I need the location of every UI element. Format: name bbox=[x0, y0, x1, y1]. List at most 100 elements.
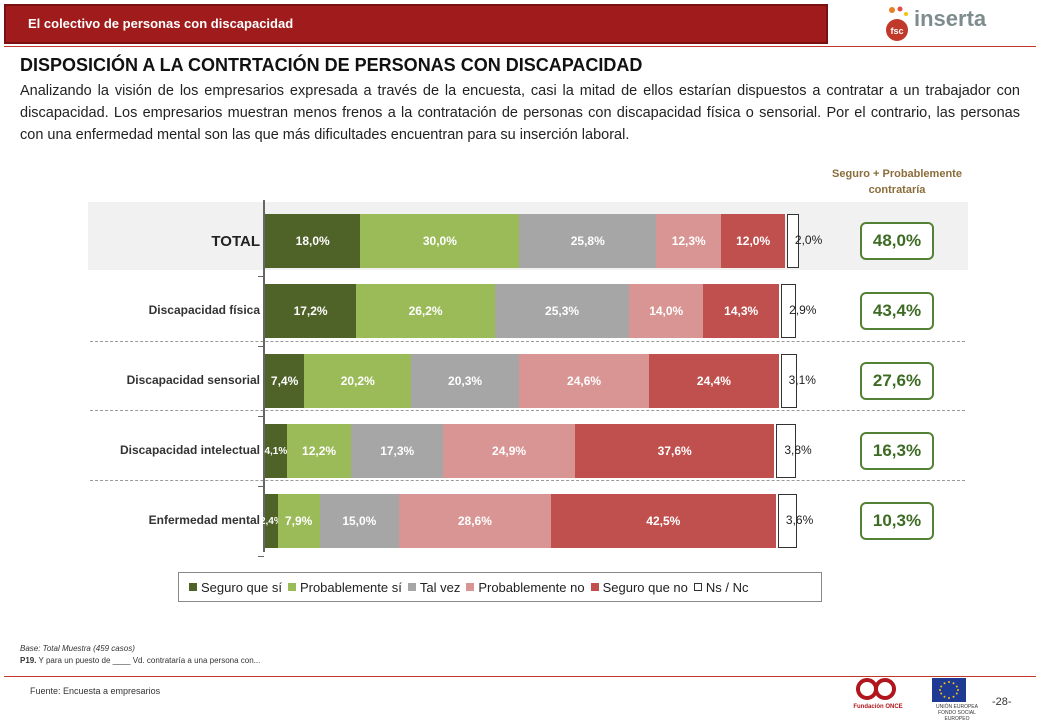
data-label: 25,3% bbox=[545, 304, 580, 318]
legend-swatch bbox=[189, 583, 197, 591]
data-label: 37,6% bbox=[657, 444, 692, 458]
legend-label: Seguro que sí bbox=[201, 579, 282, 595]
data-label: 14,3% bbox=[724, 304, 759, 318]
bar-segment: 7,9% bbox=[277, 494, 320, 548]
inserta-wordmark: inserta bbox=[914, 6, 987, 31]
bar-segment: 14,0% bbox=[629, 284, 704, 338]
once-ring-icon bbox=[874, 678, 896, 700]
ns-nc-label: 2,0% bbox=[794, 233, 823, 247]
section-header-bar: El colectivo de personas con discapacida… bbox=[4, 4, 828, 44]
inserta-logo: fsc inserta bbox=[884, 4, 994, 46]
legend-label: Ns / Nc bbox=[705, 579, 749, 595]
legend-item: Probablemente no bbox=[466, 579, 585, 595]
legend-label: Probablemente sí bbox=[299, 579, 402, 595]
data-label: 20,3% bbox=[448, 374, 483, 388]
category-label: Discapacidad física bbox=[148, 303, 260, 317]
intro-paragraph: Analizando la visión de los empresarios … bbox=[20, 83, 1020, 143]
bar-segment: 15,0% bbox=[319, 494, 400, 548]
data-label: 7,4% bbox=[270, 374, 299, 388]
question-text: Y para un puesto de ____ Vd. contrataría… bbox=[38, 656, 261, 665]
fsc-logo-icon: fsc bbox=[886, 6, 908, 41]
legend-label: Tal vez bbox=[419, 579, 461, 595]
footer-divider bbox=[4, 676, 1036, 677]
data-label: 42,5% bbox=[646, 514, 681, 528]
bar-segment: 24,4% bbox=[649, 354, 779, 408]
summary-header: Seguro + Probablemente contrataría bbox=[832, 168, 962, 196]
data-label: 20,2% bbox=[340, 374, 375, 388]
category-label: TOTAL bbox=[211, 233, 260, 250]
bar-segment: 20,2% bbox=[304, 354, 412, 408]
legend-item: Probablemente sí bbox=[287, 579, 402, 595]
question-number: P19. bbox=[20, 656, 37, 665]
bar-segment: 24,6% bbox=[518, 354, 650, 408]
summary-value-box: 43,4% bbox=[860, 292, 934, 330]
legend-label: Seguro que no bbox=[602, 579, 688, 595]
base-note: Base: Total Muestra (459 casos) bbox=[20, 644, 135, 653]
bar-segment: 17,2% bbox=[265, 284, 357, 338]
data-label: 18,0% bbox=[295, 234, 330, 248]
eu-logo: UNIÓN EUROPEA FONDO SOCIAL EUROPEO bbox=[928, 676, 986, 720]
axis-tick bbox=[258, 346, 264, 347]
bar-segment: 12,3% bbox=[656, 214, 722, 268]
row-separator bbox=[90, 480, 965, 481]
page-title: DISPOSICIÓN A LA CONTRTACIÓN DE PERSONAS… bbox=[20, 55, 643, 75]
ns-nc-segment bbox=[780, 354, 797, 408]
once-logo-text: Fundación ONCE bbox=[853, 704, 903, 710]
data-label: 17,2% bbox=[293, 304, 328, 318]
bar-segment: 12,0% bbox=[721, 214, 785, 268]
question-note: P19. Y para un puesto de ____ Vd. contra… bbox=[20, 656, 260, 665]
eu-flag-icon bbox=[932, 678, 966, 702]
legend-swatch bbox=[693, 583, 702, 591]
bar-segment: 37,6% bbox=[575, 424, 775, 478]
bar-segment: 24,9% bbox=[443, 424, 576, 478]
data-label: 24,4% bbox=[696, 374, 731, 388]
legend-swatch bbox=[590, 583, 599, 591]
ns-nc-label: 3,8% bbox=[784, 443, 812, 457]
legend-item: Tal vez bbox=[407, 579, 461, 595]
legend-label: Probablemente no bbox=[478, 579, 585, 595]
data-label: 30,0% bbox=[422, 234, 457, 248]
bar-segment: 14,3% bbox=[703, 284, 780, 338]
data-label: 12,3% bbox=[671, 234, 706, 248]
legend-item: Seguro que no bbox=[590, 579, 688, 595]
bar-segment: 30,0% bbox=[360, 214, 520, 268]
ns-nc-segment bbox=[776, 424, 797, 478]
data-label: 4,1% bbox=[264, 445, 288, 457]
bar-segment: 26,2% bbox=[356, 284, 496, 338]
fundacion-once-logo: Fundación ONCE bbox=[846, 676, 910, 716]
data-label: 2,4% bbox=[259, 515, 283, 527]
row-separator bbox=[90, 341, 965, 342]
bar-segment: 7,4% bbox=[265, 354, 305, 408]
header-divider bbox=[4, 46, 1036, 47]
data-label: 14,0% bbox=[649, 304, 684, 318]
data-label: 26,2% bbox=[408, 304, 443, 318]
summary-value-box: 27,6% bbox=[860, 362, 934, 400]
data-label: 15,0% bbox=[342, 514, 377, 528]
category-label: Discapacidad intelectual bbox=[119, 443, 260, 457]
data-label: 24,9% bbox=[492, 444, 527, 458]
source-note: Fuente: Encuesta a empresarios bbox=[30, 686, 161, 696]
axis-tick bbox=[258, 416, 264, 417]
ns-nc-segment bbox=[786, 214, 799, 268]
ns-nc-segment bbox=[777, 494, 797, 548]
bar-segment: 25,3% bbox=[495, 284, 630, 338]
summary-value-box: 16,3% bbox=[860, 432, 934, 470]
chart-legend: Seguro que sí Probablemente sí Tal vez Prob… bbox=[178, 572, 822, 602]
bar-segment: 28,6% bbox=[399, 494, 551, 548]
fsc-logo-text: fsc bbox=[890, 26, 903, 36]
category-axis bbox=[263, 200, 265, 552]
data-label: 12,0% bbox=[736, 234, 771, 248]
page-number: -28- bbox=[992, 696, 1012, 708]
legend-item: Seguro que sí bbox=[189, 580, 282, 595]
axis-tick bbox=[258, 486, 264, 487]
category-label: Enfermedad mental bbox=[148, 513, 260, 527]
legend-item: Ns / Nc bbox=[693, 579, 749, 595]
data-label: 7,9% bbox=[284, 514, 313, 528]
data-label: 24,6% bbox=[567, 374, 602, 388]
axis-tick bbox=[258, 556, 264, 557]
bar-segment: 2,4% bbox=[260, 494, 283, 548]
legend-swatch bbox=[466, 583, 475, 591]
ns-nc-label: 2,9% bbox=[789, 303, 817, 317]
legend-swatch bbox=[287, 583, 296, 591]
axis-tick bbox=[258, 276, 264, 277]
